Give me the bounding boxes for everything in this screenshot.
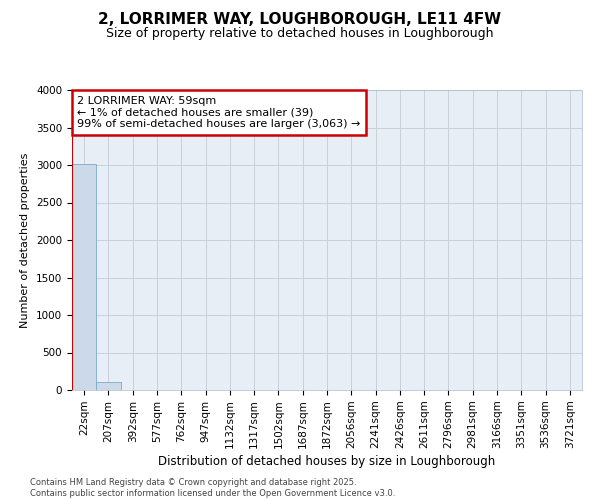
Text: Contains HM Land Registry data © Crown copyright and database right 2025.
Contai: Contains HM Land Registry data © Crown c… bbox=[30, 478, 395, 498]
X-axis label: Distribution of detached houses by size in Loughborough: Distribution of detached houses by size … bbox=[158, 456, 496, 468]
Bar bbox=[72, 164, 96, 390]
Text: 2, LORRIMER WAY, LOUGHBOROUGH, LE11 4FW: 2, LORRIMER WAY, LOUGHBOROUGH, LE11 4FW bbox=[98, 12, 502, 28]
Bar bbox=[96, 382, 121, 390]
Y-axis label: Number of detached properties: Number of detached properties bbox=[20, 152, 31, 328]
Text: Size of property relative to detached houses in Loughborough: Size of property relative to detached ho… bbox=[106, 28, 494, 40]
Text: 2 LORRIMER WAY: 59sqm
← 1% of detached houses are smaller (39)
99% of semi-detac: 2 LORRIMER WAY: 59sqm ← 1% of detached h… bbox=[77, 96, 361, 129]
